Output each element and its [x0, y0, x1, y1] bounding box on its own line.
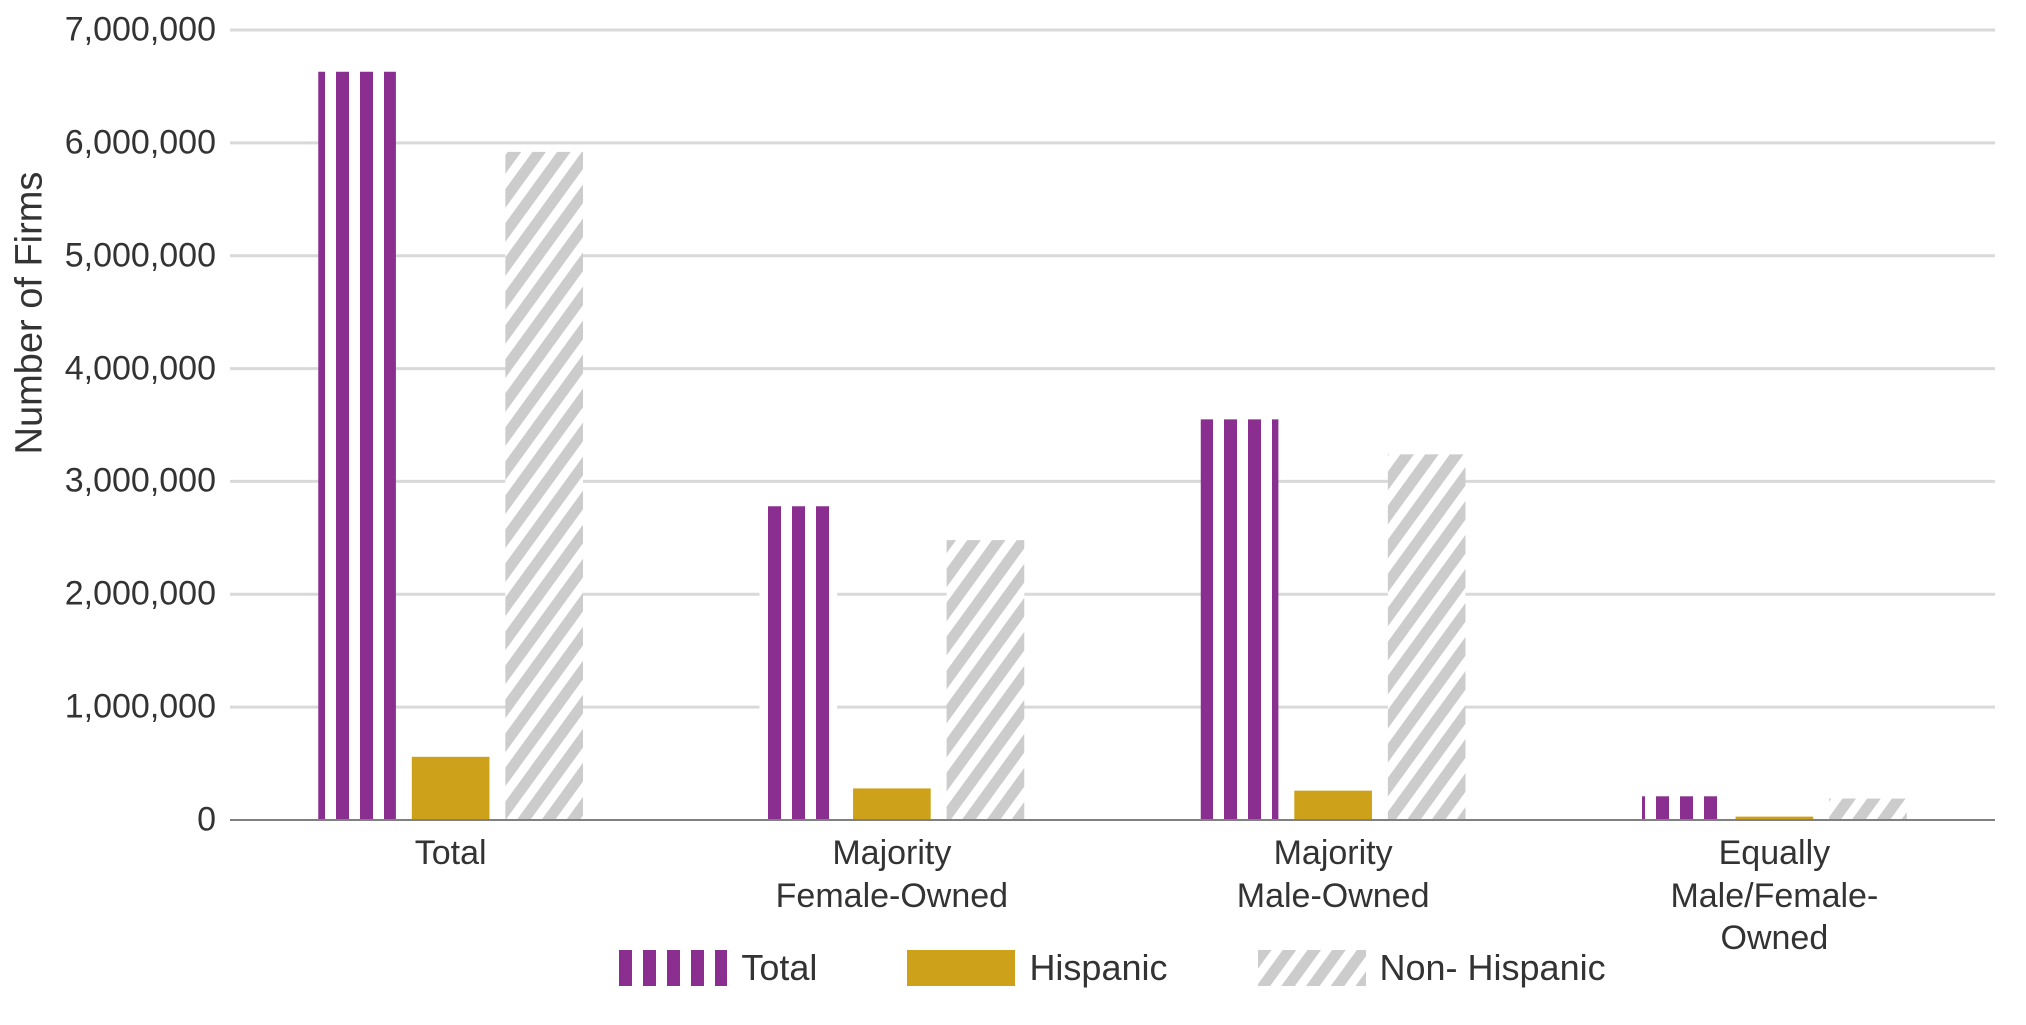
x-category-label: Majority Female-Owned — [776, 832, 1008, 917]
bar — [1201, 419, 1279, 820]
y-tick-label: 0 — [197, 801, 216, 840]
legend-label: Hispanic — [1029, 947, 1167, 989]
y-tick-label: 7,000,000 — [65, 11, 216, 50]
y-tick-label: 2,000,000 — [65, 575, 216, 614]
legend-item: Hispanic — [907, 947, 1167, 989]
bar — [1642, 796, 1720, 820]
bar — [318, 72, 396, 820]
bar — [1388, 454, 1466, 820]
bar — [412, 757, 490, 820]
y-tick-label: 6,000,000 — [65, 123, 216, 162]
legend-swatch — [1258, 950, 1366, 986]
legend-label: Non- Hispanic — [1380, 947, 1606, 989]
legend-swatch — [619, 950, 727, 986]
y-axis-title: Number of Firms — [9, 395, 52, 455]
bar — [1829, 799, 1907, 820]
x-category-label: Total — [415, 832, 487, 875]
y-tick-label: 4,000,000 — [65, 349, 216, 388]
legend-item: Non- Hispanic — [1258, 947, 1606, 989]
bar — [760, 506, 838, 820]
y-tick-label: 5,000,000 — [65, 236, 216, 275]
legend-label: Total — [741, 947, 817, 989]
bar — [1294, 791, 1372, 820]
x-category-label: Majority Male-Owned — [1237, 832, 1430, 917]
x-category-label: Equally Male/Female-Owned — [1649, 832, 1901, 960]
bar — [853, 788, 931, 820]
firms-bar-chart: 0 1,000,000 2,000,000 3,000,000 4,000,000 5,0… — [0, 0, 2026, 1025]
bar — [505, 152, 583, 820]
y-tick-label: 3,000,000 — [65, 462, 216, 501]
legend-item: Total — [619, 947, 817, 989]
legend: Total Hispanic Non- Hispanic — [230, 947, 1995, 989]
legend-swatch — [907, 950, 1015, 986]
bar — [947, 540, 1025, 820]
y-tick-label: 1,000,000 — [65, 688, 216, 727]
